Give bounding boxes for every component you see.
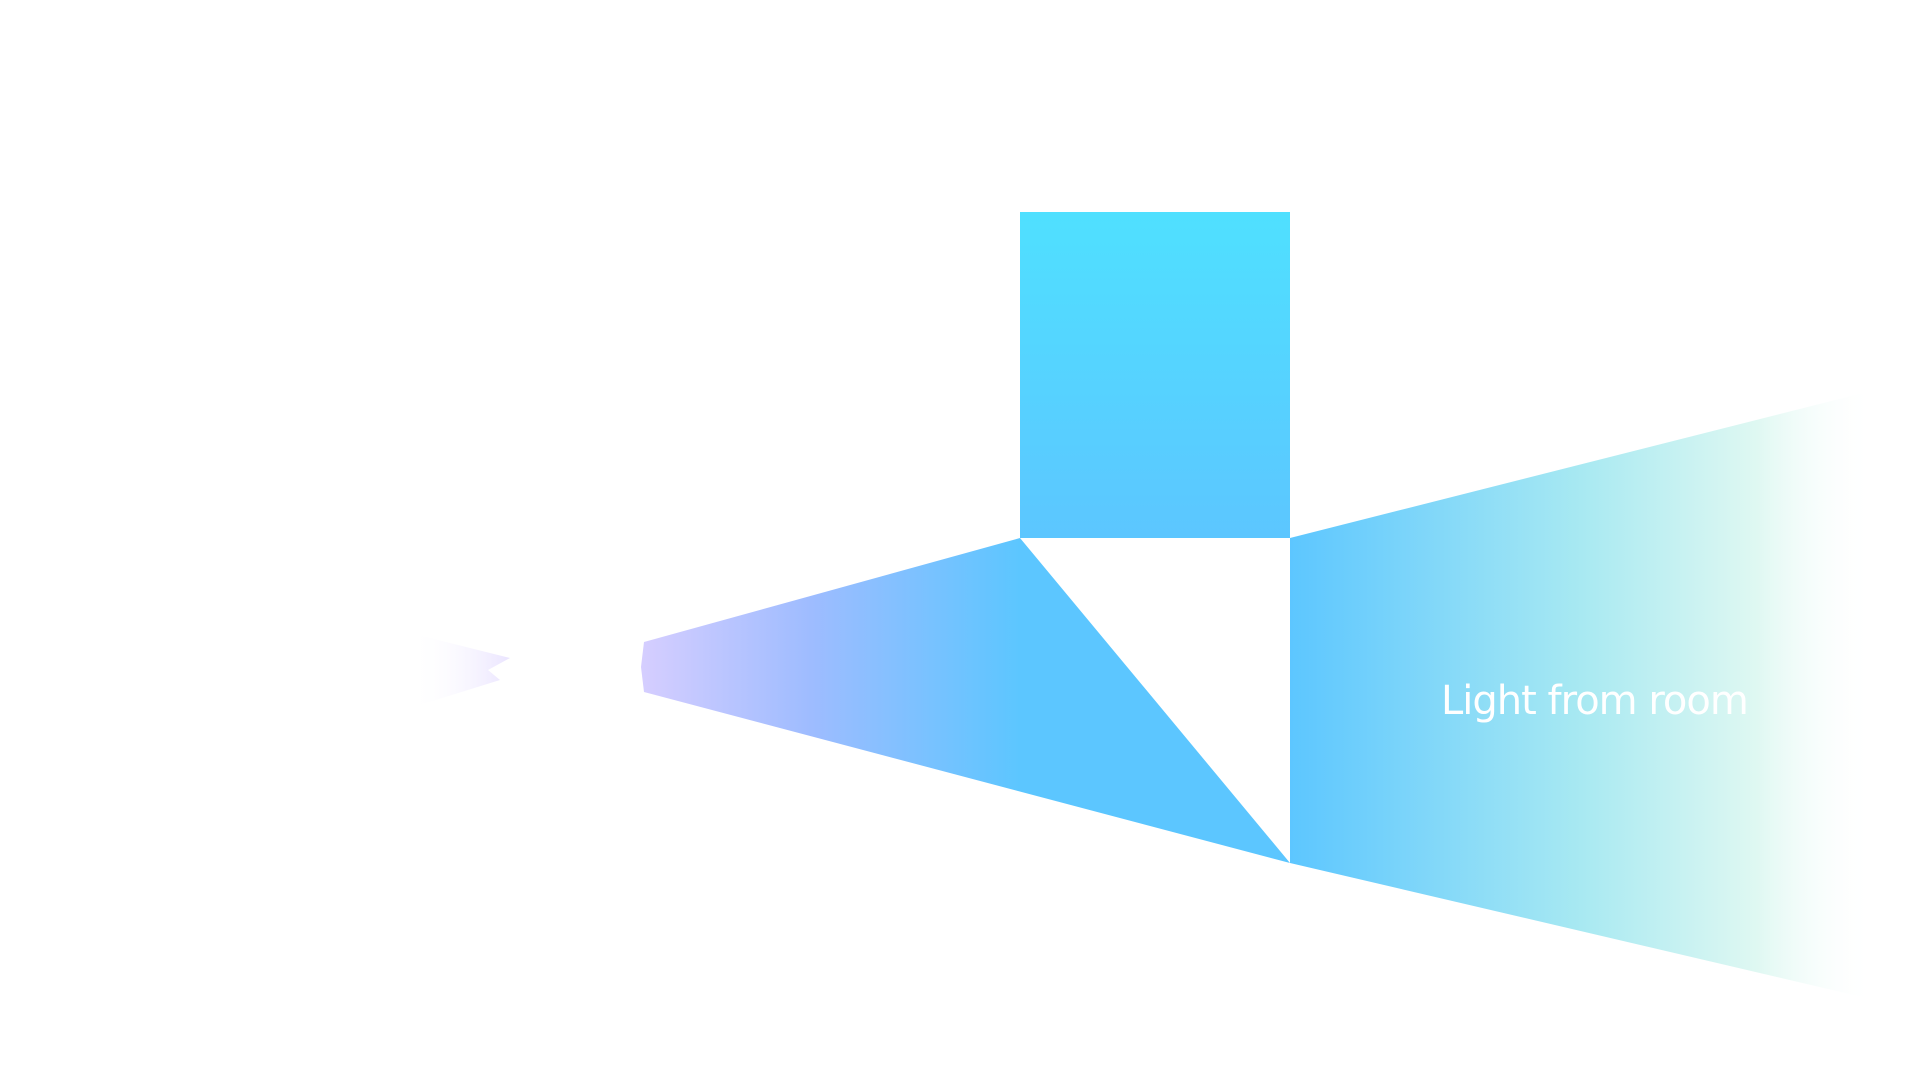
room-light-label: Light from room: [1441, 678, 1748, 724]
far-left-beam: [410, 633, 510, 708]
incoming-beam: [641, 538, 1290, 863]
top-panel: [1020, 212, 1290, 538]
room-light-beam: [1290, 390, 1875, 1000]
